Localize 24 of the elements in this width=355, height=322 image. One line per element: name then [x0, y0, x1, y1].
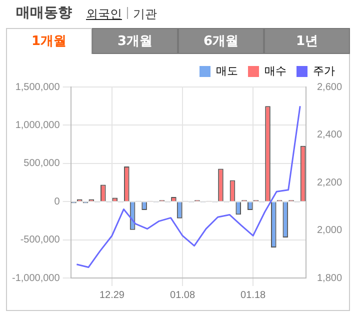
y-tick-label: -500,000 [20, 234, 60, 246]
y-tick-label: 1,000,000 [15, 120, 60, 131]
text: 1년 [264, 28, 350, 54]
legend-label: 주가 [313, 66, 335, 78]
x-tick-label: 12.29 [99, 290, 125, 301]
x-tick-label: 01.18 [240, 290, 266, 301]
y-tick-label: -1,000,000 [12, 272, 60, 284]
y-tick-label: 1,500,000 [15, 82, 60, 93]
text: 외국인 [86, 7, 122, 21]
text: 기관 [133, 7, 157, 21]
text: 1개월 [6, 28, 92, 54]
y2-tick-label: 2,000 [316, 225, 342, 236]
legend-label: 매도 [216, 66, 238, 78]
chart-title: 매매동향 [16, 4, 72, 22]
y2-tick-label: 1,800 [316, 272, 342, 284]
y-tick-label: 0 [54, 196, 60, 208]
y-tick-label: 500,000 [24, 158, 60, 170]
text: 6개월 [178, 28, 264, 54]
y2-tick-label: 2,600 [316, 82, 342, 93]
text: 3개월 [92, 28, 178, 54]
x-tick-label: 01.08 [170, 290, 196, 301]
y2-tick-label: 2,400 [316, 130, 342, 140]
legend-label: 매수 [264, 66, 286, 78]
y2-tick-label: 2,200 [316, 177, 342, 188]
